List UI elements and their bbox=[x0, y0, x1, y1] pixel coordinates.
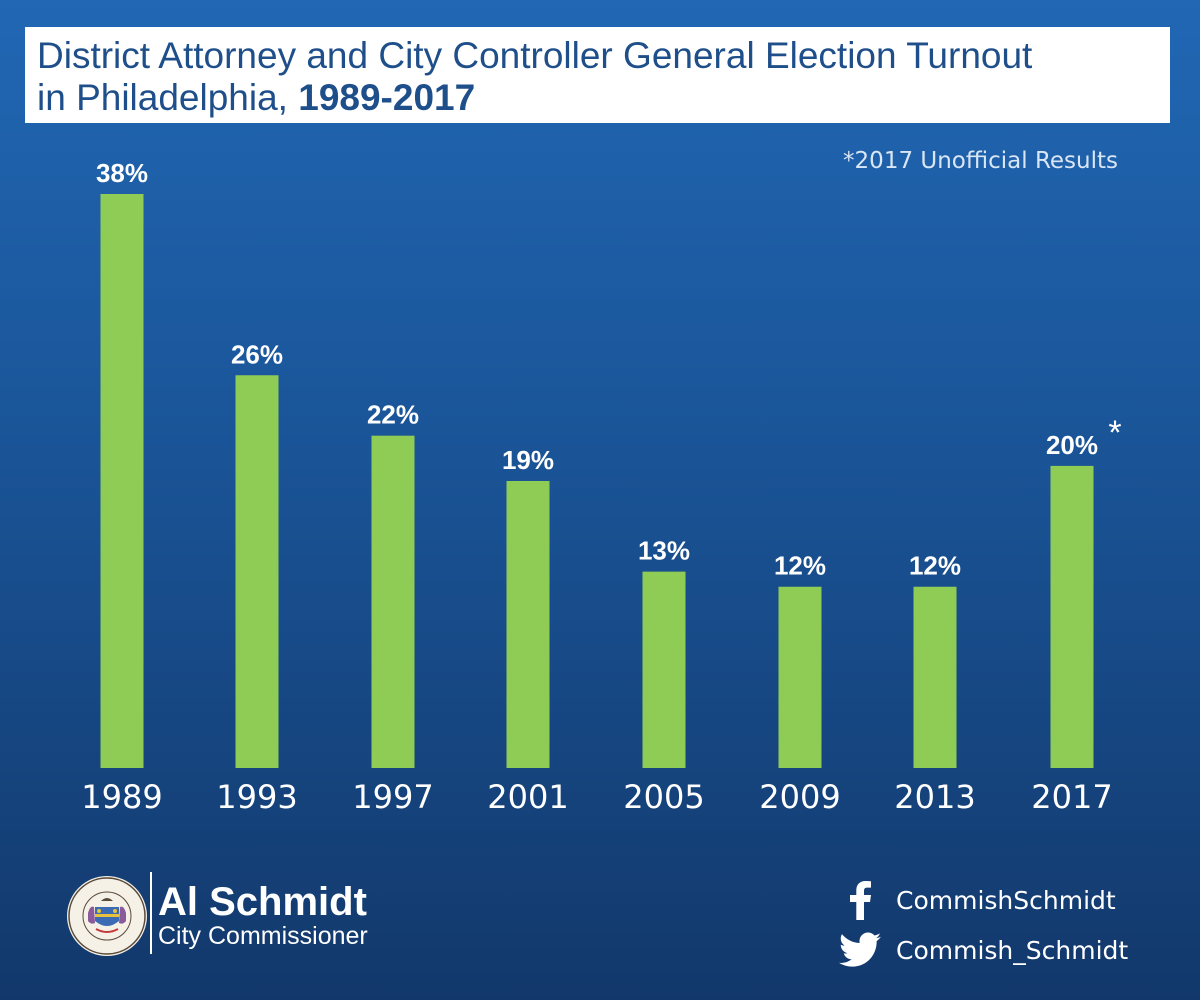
x-tick-2013: 2013 bbox=[894, 778, 975, 816]
bar-2005 bbox=[642, 571, 686, 768]
data-label-2001: 19% bbox=[502, 445, 554, 475]
facebook-handle: CommishSchmidt bbox=[896, 885, 1116, 915]
bar-1989 bbox=[100, 194, 144, 768]
commissioner-name: Al Schmidt bbox=[158, 880, 367, 924]
title-line-2: in Philadelphia, 1989-2017 bbox=[37, 77, 1158, 119]
footer-divider bbox=[150, 872, 152, 954]
data-label-2009: 12% bbox=[774, 551, 826, 581]
x-tick-2001: 2001 bbox=[487, 778, 568, 816]
bar-2013 bbox=[913, 586, 957, 768]
title-line-1: District Attorney and City Controller Ge… bbox=[37, 35, 1033, 76]
x-tick-2005: 2005 bbox=[623, 778, 704, 816]
twitter-handle: Commish_Schmidt bbox=[896, 935, 1129, 965]
city-seal-logo bbox=[67, 876, 147, 956]
bar-2001 bbox=[506, 481, 550, 768]
bar-1997 bbox=[371, 435, 415, 768]
commissioner-role: City Commissioner bbox=[158, 922, 368, 950]
facebook-icon bbox=[838, 878, 882, 922]
bar-2017 bbox=[1050, 465, 1094, 768]
unofficial-results-note: *2017 Unofficial Results bbox=[843, 148, 1118, 174]
title-years: 1989-2017 bbox=[298, 77, 476, 118]
data-label-1993: 26% bbox=[231, 339, 283, 369]
data-label-1997: 22% bbox=[367, 400, 419, 430]
twitter-icon bbox=[838, 928, 882, 972]
bar-2009 bbox=[778, 586, 822, 768]
title-prefix: in Philadelphia, bbox=[37, 77, 299, 118]
facebook-link[interactable]: CommishSchmidt bbox=[838, 878, 1116, 922]
data-label-2017: 20% bbox=[1046, 430, 1098, 460]
data-label-1989: 38% bbox=[96, 158, 148, 188]
data-label-2005: 13% bbox=[638, 536, 690, 566]
chart-title: District Attorney and City Controller Ge… bbox=[25, 27, 1170, 123]
x-tick-1993: 1993 bbox=[216, 778, 297, 816]
x-tick-2009: 2009 bbox=[759, 778, 840, 816]
twitter-link[interactable]: Commish_Schmidt bbox=[838, 928, 1128, 972]
data-label-2013: 12% bbox=[909, 551, 961, 581]
x-tick-1989: 1989 bbox=[81, 778, 162, 816]
bar-chart: 38% 1989 26% 1993 22% 1997 19% 2001 13% 2005 12% 20… bbox=[81, 158, 1121, 816]
x-tick-1997: 1997 bbox=[352, 778, 433, 816]
annotation-asterisk: * bbox=[1108, 414, 1121, 452]
x-tick-2017: 2017 bbox=[1031, 778, 1112, 816]
bar-1993 bbox=[235, 375, 279, 768]
